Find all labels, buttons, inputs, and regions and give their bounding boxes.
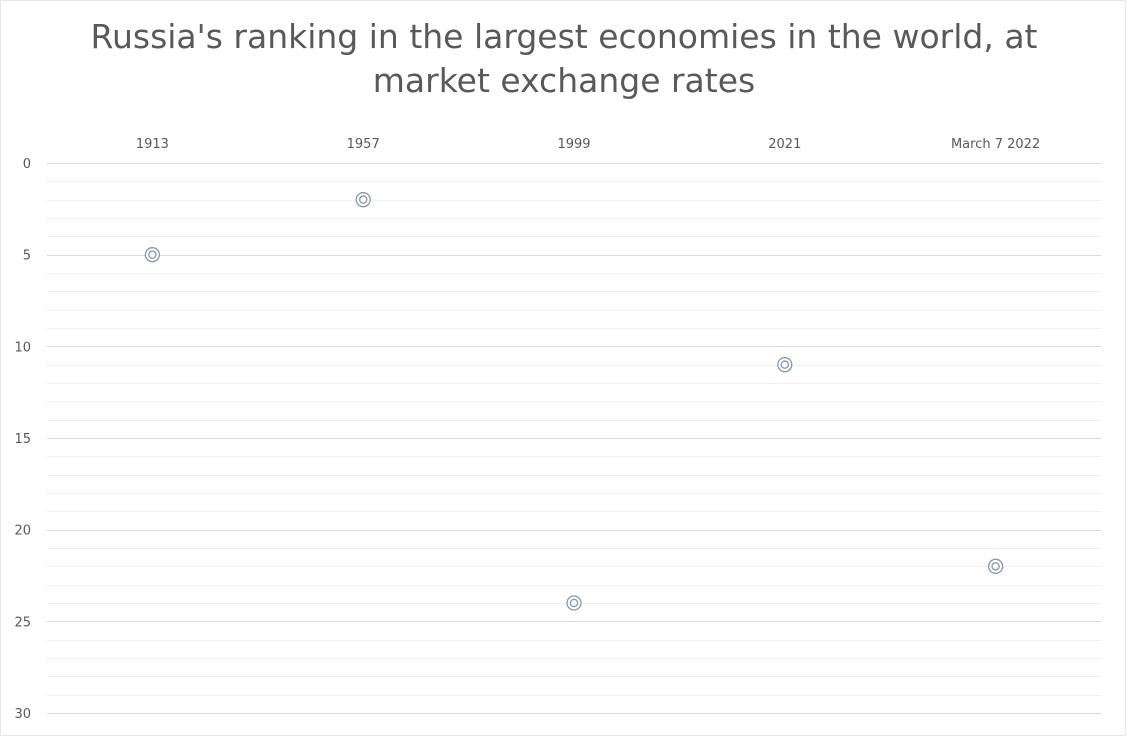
data-point xyxy=(566,595,582,611)
data-point xyxy=(355,192,371,208)
data-point-inner-ring xyxy=(358,195,368,204)
x-tick-label: 1913 xyxy=(136,137,169,152)
x-tick-label: March 7 2022 xyxy=(951,137,1040,152)
y-tick-label: 20 xyxy=(14,524,31,539)
chart-title-line-1: Russia's ranking in the largest economie… xyxy=(90,17,1038,56)
data-point xyxy=(144,247,161,263)
y-tick-label: 5 xyxy=(23,249,31,264)
x-tick-label: 1999 xyxy=(557,137,590,152)
data-point-inner-ring xyxy=(148,250,157,259)
chart-title-line-2: market exchange rates xyxy=(372,61,756,100)
y-tick-label: 15 xyxy=(14,432,31,447)
chart-title: Russia's ranking in the largest economie… xyxy=(1,15,1126,103)
y-tick-label: 10 xyxy=(14,340,31,355)
x-tick-label: 2021 xyxy=(768,137,801,152)
data-point-inner-ring xyxy=(569,598,579,608)
y-tick-label: 25 xyxy=(14,615,31,630)
x-tick-label: 1957 xyxy=(347,137,380,152)
data-point xyxy=(777,357,793,373)
y-tick-label: 0 xyxy=(23,157,31,172)
y-tick-label: 30 xyxy=(14,707,31,722)
data-point-inner-ring xyxy=(780,360,790,369)
data-point-inner-ring xyxy=(991,562,1000,571)
data-point xyxy=(987,558,1004,574)
